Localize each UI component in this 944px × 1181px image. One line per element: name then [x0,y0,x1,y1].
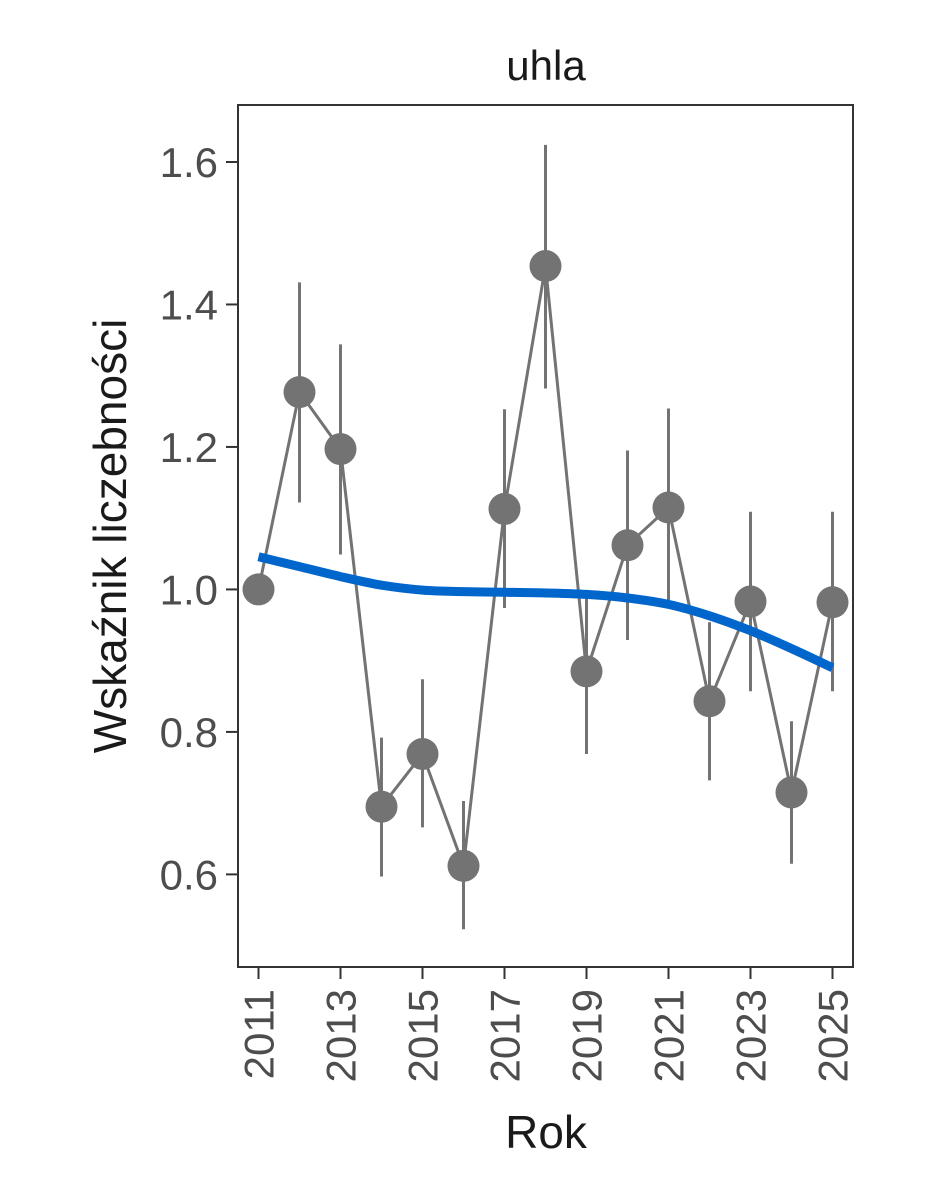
y-tick-label: 1.0 [160,566,218,613]
data-point [242,573,275,606]
data-point [447,849,480,882]
data-point [816,586,849,619]
data-point [734,585,767,618]
data-point [775,776,808,809]
data-point [529,250,562,283]
data-point [406,737,439,770]
data-point [488,492,521,525]
trend-line [257,552,835,672]
x-tick-label: 2021 [646,989,693,1082]
x-tick-label: 2015 [400,989,447,1082]
y-tick-label: 1.6 [160,139,218,186]
y-axis: 0.6 0.8 1.0 1.2 1.4 1.6 [160,139,238,898]
x-axis: 2011 2013 2015 2017 2019 2021 2023 2025 [236,967,857,1082]
data-point [570,655,603,688]
y-tick-label: 1.2 [160,424,218,471]
data-point [324,433,357,466]
x-tick-label: 2023 [728,989,775,1082]
x-tick-label: 2011 [236,989,283,1079]
data-point [693,685,726,718]
y-tick-label: 1.4 [160,281,218,328]
data-point [652,491,685,524]
y-tick-label: 0.6 [160,851,218,898]
x-tick-label: 2017 [482,989,529,1082]
data-point [365,790,398,823]
data-point [611,529,644,562]
x-tick-label: 2013 [318,989,365,1082]
x-axis-title: Rok [505,1106,588,1158]
trend-curve [257,552,835,672]
x-tick-label: 2019 [564,989,611,1082]
data-points [242,250,849,882]
chart-title: uhla [506,42,586,89]
x-tick-label: 2025 [810,989,857,1082]
data-point [283,376,316,409]
y-axis-title: Wskaźnik liczebności [84,319,136,754]
y-tick-label: 0.8 [160,709,218,756]
